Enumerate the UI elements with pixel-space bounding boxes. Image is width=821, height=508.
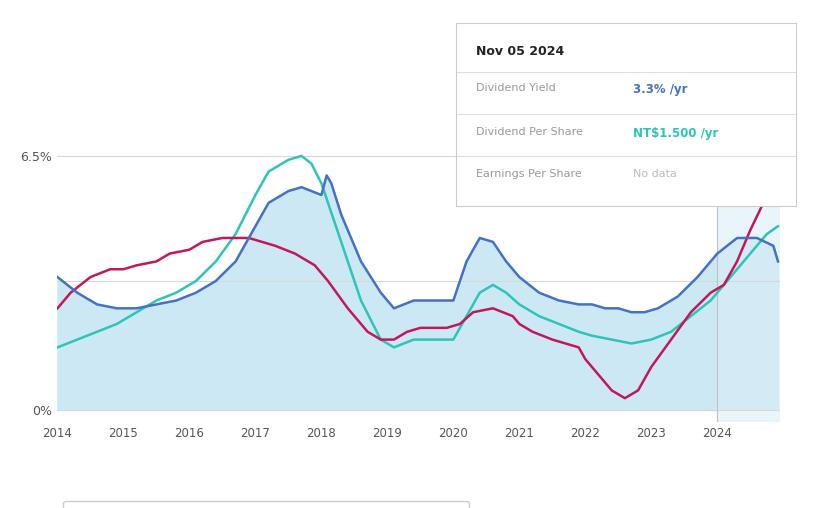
Bar [718,117,780,422]
Text: Earnings Per Share: Earnings Per Share [476,169,582,179]
Text: Nov 05 2024: Nov 05 2024 [476,45,564,58]
Text: 3.3% /yr: 3.3% /yr [633,83,687,96]
Text: Dividend Yield: Dividend Yield [476,83,556,93]
Text: NT$1.500 /yr: NT$1.500 /yr [633,127,718,140]
Legend: Dividend Yield, Dividend Per Share, Earnings Per Share: Dividend Yield, Dividend Per Share, Earn… [63,501,469,508]
Text: No data: No data [633,169,677,179]
Text: Dividend Per Share: Dividend Per Share [476,127,583,137]
Text: Past: Past [736,133,760,142]
